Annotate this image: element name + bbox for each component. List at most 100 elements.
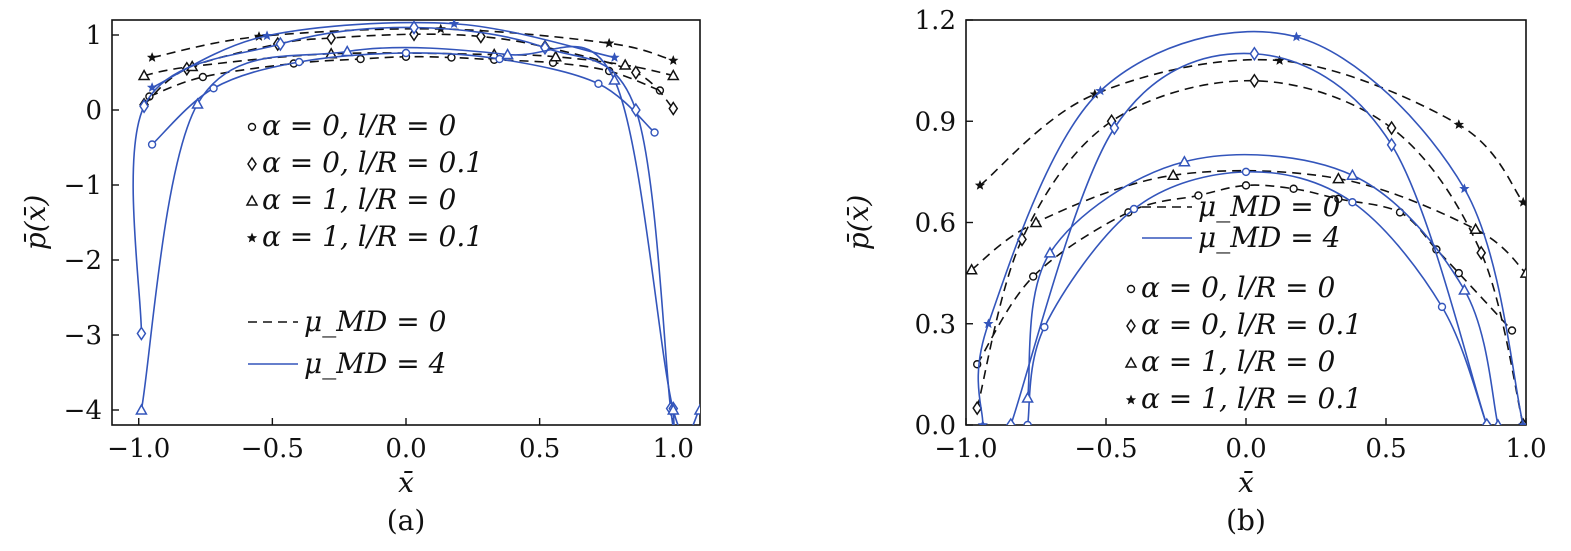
data-point-diamond	[1386, 120, 1397, 136]
data-point-star	[448, 20, 460, 29]
data-point-circle	[1348, 198, 1357, 207]
data-point-diamond	[409, 20, 419, 35]
data-point-triangle	[618, 58, 632, 70]
data-point-diamond	[1476, 245, 1487, 261]
legend-marker-star	[246, 232, 258, 243]
legend-marker-circle	[1126, 284, 1136, 294]
legend-marker-circle	[247, 122, 257, 132]
data-point-star	[146, 52, 158, 62]
data-point-triangle	[549, 50, 562, 62]
legend-label: μ_MD = 4	[304, 347, 446, 380]
legend-marker-star	[1125, 394, 1137, 405]
data-point-circle	[1507, 326, 1517, 335]
data-point-circle	[356, 54, 365, 64]
x-tick-label: −0.5	[1074, 434, 1137, 464]
data-point-star	[609, 52, 620, 62]
data-point-triangle	[1332, 172, 1345, 184]
data-point-star	[668, 55, 679, 65]
legend-label: μ_MD = 0	[304, 305, 446, 338]
data-point-circle	[1028, 272, 1038, 281]
y-tick-label: −3	[64, 321, 102, 351]
data-point-diamond	[630, 102, 641, 118]
series-line-mu4-star	[151, 21, 615, 89]
panel-b: −1.0 −0.5 0.0 0.5 1.0 0.0 0.3 0.6 0.9 1.2 x̄ p̄(x̄)…	[842, 6, 1547, 537]
data-point-circle	[1194, 191, 1203, 200]
data-point-triangle	[1021, 391, 1034, 403]
legend-label: α = 1, l/R = 0.1	[1141, 382, 1362, 415]
data-point-circle	[1241, 181, 1251, 190]
data-point-triangle	[1519, 266, 1526, 278]
data-point-diamond	[1249, 46, 1260, 62]
legend-label: μ_MD = 0	[1198, 190, 1340, 223]
panel-sublabel: (a)	[387, 504, 426, 537]
y-tick-label: 1	[85, 21, 102, 51]
x-tick-label: 0.0	[1225, 434, 1266, 464]
data-point-circle	[1241, 167, 1251, 177]
data-point-circle	[147, 140, 157, 149]
data-point-triangle	[693, 403, 700, 415]
legend-marker-diamond	[247, 156, 257, 172]
legend-label: α = 0, l/R = 0.1	[262, 146, 483, 179]
x-tick-label: 0.5	[1365, 434, 1406, 464]
y-tick-label: −2	[64, 246, 102, 276]
data-point-circle	[401, 48, 411, 58]
data-point-triangle	[666, 403, 680, 415]
data-point-circle	[1023, 420, 1032, 425]
legend-label: α = 1, l/R = 0.1	[262, 220, 483, 253]
data-point-star	[1095, 85, 1106, 96]
data-point-diamond	[630, 65, 641, 80]
data-point-diamond	[139, 98, 149, 114]
legend-label: α = 1, l/R = 0	[1141, 345, 1335, 378]
data-point-diamond	[1005, 417, 1016, 425]
legend-label: α = 0, l/R = 0	[1141, 271, 1335, 304]
y-axis-label: p̄(x̄)	[19, 195, 52, 251]
data-point-triangle	[1469, 222, 1482, 234]
data-point-triangle	[137, 68, 151, 81]
data-point-circle	[1129, 204, 1139, 214]
data-point-diamond	[1481, 417, 1492, 425]
data-point-circle	[198, 72, 208, 82]
y-tick-label: 0.3	[915, 310, 956, 340]
data-point-triangle	[191, 97, 204, 109]
data-point-star	[253, 31, 265, 41]
data-point-circle	[1289, 184, 1298, 193]
data-point-circle	[1040, 322, 1049, 332]
legend-label: α = 1, l/R = 0	[262, 183, 456, 216]
data-point-star	[977, 419, 988, 425]
data-point-circle	[447, 53, 456, 62]
y-tick-label: −1	[64, 171, 102, 201]
x-tick-label: −1.0	[107, 434, 170, 464]
data-point-triangle	[340, 44, 354, 57]
data-point-triangle	[666, 68, 680, 81]
y-axis-label: p̄(x̄)	[842, 195, 875, 251]
data-point-circle	[650, 128, 659, 137]
x-axis-label: x̄	[1238, 466, 1254, 499]
data-point-diamond	[326, 30, 337, 46]
data-point-star	[1291, 31, 1302, 42]
y-tick-label: −4	[64, 396, 102, 426]
y-tick-label: 0.9	[915, 107, 956, 137]
data-point-triangle	[608, 73, 621, 85]
data-point-circle	[1437, 302, 1447, 312]
data-point-triangle	[1043, 246, 1057, 258]
data-point-triangle	[966, 263, 978, 275]
data-point-star	[974, 179, 986, 190]
data-point-triangle	[1346, 168, 1359, 180]
series-line-mu0-circle	[149, 55, 661, 98]
x-tick-label: 1.0	[1505, 434, 1546, 464]
data-point-diamond	[1109, 120, 1120, 136]
data-point-star	[1518, 196, 1526, 207]
data-point-triangle	[1458, 283, 1471, 295]
legend-label: μ_MD = 4	[1198, 221, 1340, 254]
data-point-triangle	[1494, 418, 1502, 425]
data-point-star	[1518, 419, 1526, 425]
series-group	[132, 20, 700, 425]
panel-sublabel: (b)	[1226, 504, 1266, 537]
data-point-star	[1453, 119, 1464, 130]
data-point-circle	[594, 79, 603, 88]
data-point-star	[983, 318, 994, 329]
legend-marker-triangle	[1124, 356, 1138, 368]
series-line-mu0-diamond	[143, 33, 674, 110]
y-tick-label: 0	[85, 96, 102, 126]
